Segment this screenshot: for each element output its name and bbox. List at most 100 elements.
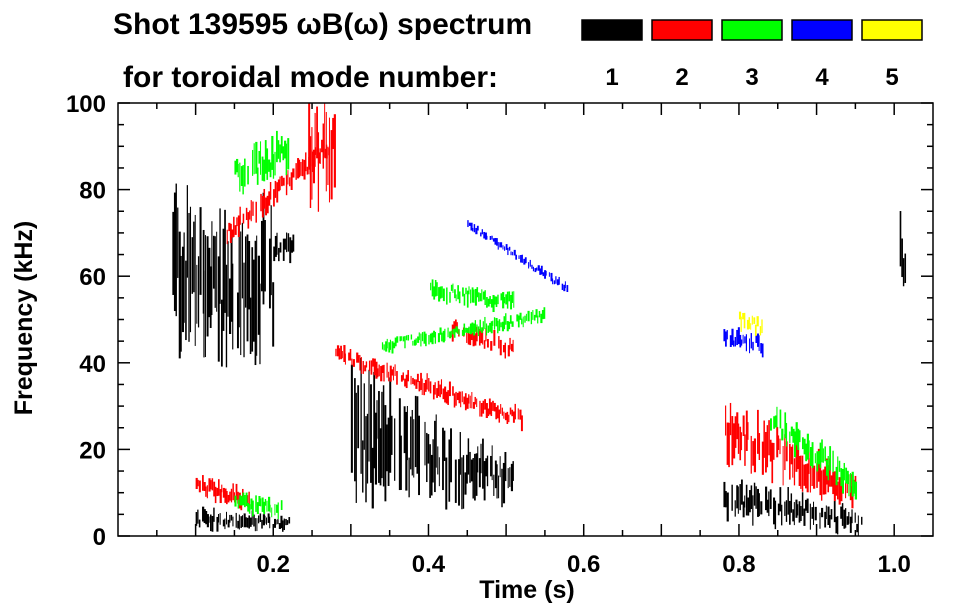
legend-label-3: 3 — [745, 64, 758, 91]
spectrum-streak — [555, 276, 557, 284]
spectrum-streak — [824, 466, 827, 495]
spectrum-streak — [412, 377, 414, 385]
spectrum-streak — [475, 453, 478, 496]
spectrum-streak — [416, 373, 419, 383]
spectrum-streak — [490, 341, 493, 351]
spectrum-streak — [394, 337, 397, 347]
legend-label-2: 2 — [675, 64, 688, 91]
spectrum-streak — [853, 480, 855, 494]
spectrum-streak — [236, 158, 239, 173]
mode-2-region — [226, 139, 329, 245]
spectrum-streak — [356, 352, 359, 363]
spectrum-streak — [237, 215, 240, 238]
spectrum-streak — [558, 276, 560, 285]
spectrum-streak — [769, 439, 772, 462]
spectrum-streak — [359, 354, 361, 371]
spectrum-streak — [848, 511, 850, 524]
spectrum-streak — [486, 339, 489, 348]
spectrum-streak — [806, 433, 809, 460]
spectrum-streak — [239, 206, 241, 225]
spectrum-streak — [197, 256, 200, 328]
spectrum-streak — [513, 249, 516, 256]
spectrum-streak — [500, 293, 503, 301]
spectrum-streak — [492, 295, 495, 313]
spectrum-streak — [396, 371, 398, 385]
spectrum-streak — [829, 514, 831, 528]
spectrum-streak — [349, 348, 352, 361]
spectrum-streak — [415, 338, 417, 345]
spectrum-streak — [288, 517, 291, 524]
spectrum-streak — [749, 338, 751, 354]
spectrum-streak — [394, 364, 396, 376]
spectrum-streak — [473, 289, 475, 303]
spectrum-streak — [725, 405, 727, 436]
spectrum-streak — [750, 485, 753, 509]
chart-subtitle: for toroidal mode number: — [123, 61, 498, 94]
spectrum-streak — [245, 517, 247, 528]
spectrum-streak — [203, 482, 206, 492]
spectrum-streak — [819, 442, 822, 469]
spectrum-streak — [542, 272, 545, 277]
x-tick-label: 1.0 — [878, 551, 911, 578]
spectrum-streak — [478, 328, 481, 346]
spectrum-streak — [837, 456, 839, 481]
spectrum-streak — [500, 242, 503, 248]
spectrum-streak — [792, 444, 794, 478]
spectrum-streak — [317, 132, 320, 212]
spectrum-streak — [816, 451, 819, 472]
spectrum-streak — [249, 210, 251, 220]
spectrum-streak — [729, 335, 732, 347]
spectrum-streak — [846, 478, 848, 494]
spectrum-streak — [265, 197, 268, 216]
spectrum-streak — [531, 264, 533, 269]
spectrum-streak — [561, 283, 564, 290]
spectrum-streak — [544, 270, 546, 279]
spectrum-streak — [861, 516, 863, 525]
spectrum-streak — [793, 458, 796, 486]
spectrum-streak — [433, 330, 435, 338]
spectrum-streak — [272, 154, 275, 179]
spectrum-streak — [507, 247, 509, 256]
spectrum-streak — [754, 324, 757, 337]
spectrum-streak — [461, 329, 464, 336]
spectrum-streak — [461, 391, 463, 403]
spectrum-streak — [309, 136, 312, 208]
spectrum-streak — [471, 322, 474, 333]
spectrum-streak — [392, 366, 394, 381]
spectrum-streak — [835, 483, 838, 496]
spectrum-streak — [466, 397, 469, 409]
spectrum-streak — [485, 323, 488, 336]
spectrum-streak — [403, 406, 406, 454]
spectrum-streak — [375, 361, 378, 379]
spectrum-streak — [532, 266, 534, 272]
spectrum-streak — [263, 501, 266, 515]
spectrum-streak — [510, 343, 514, 352]
spectrum-streak — [258, 515, 260, 524]
spectrum-streak — [457, 328, 459, 334]
spectrum-streak — [792, 509, 795, 522]
spectrum-streak — [368, 360, 371, 372]
spectrum-streak — [285, 518, 287, 526]
spectrum-streak — [383, 364, 385, 382]
spectrum-streak — [468, 222, 471, 226]
spectrum-streak — [854, 481, 858, 500]
spectrum-streak — [351, 358, 353, 366]
spectrum-streak — [521, 318, 523, 325]
spectrum-streak — [426, 373, 428, 390]
spectrum-streak — [365, 361, 368, 368]
spectrum-streak — [246, 517, 249, 528]
spectrum-streak — [277, 502, 279, 520]
spectrum-streak — [424, 379, 427, 392]
spectrum-streak — [279, 242, 282, 253]
spectrum-streak — [757, 333, 759, 347]
spectrum-streak — [512, 461, 514, 481]
spectrum-streak — [256, 518, 258, 532]
spectrum-streak — [750, 333, 752, 349]
spectrum-streak — [728, 422, 730, 468]
spectrum-streak — [450, 428, 452, 483]
spectrum-streak — [755, 335, 758, 343]
spectrum-streak — [505, 294, 508, 305]
spectrum-streak — [725, 491, 727, 508]
spectrum-streak — [434, 331, 437, 344]
spectrum-streak — [745, 484, 748, 516]
